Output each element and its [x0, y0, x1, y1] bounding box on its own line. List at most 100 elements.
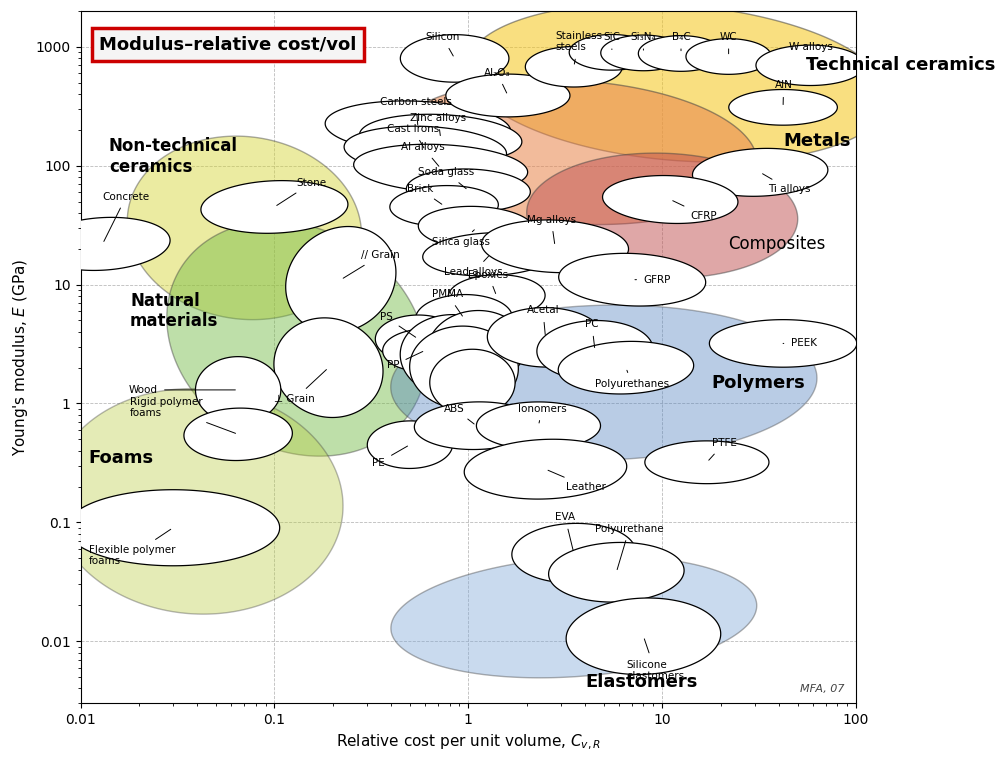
- Polygon shape: [400, 314, 509, 398]
- Text: ⊥ Grain: ⊥ Grain: [275, 369, 326, 404]
- Text: Wood: Wood: [129, 385, 235, 395]
- Text: PTFE: PTFE: [709, 438, 736, 460]
- Text: // Grain: // Grain: [343, 250, 399, 278]
- Text: Composites: Composites: [728, 235, 826, 253]
- Polygon shape: [274, 318, 383, 417]
- Polygon shape: [418, 206, 534, 250]
- Text: PP: PP: [387, 352, 423, 371]
- Text: Foams: Foams: [89, 449, 154, 467]
- Polygon shape: [286, 227, 396, 333]
- Polygon shape: [537, 320, 653, 380]
- Text: Al₂O₃: Al₂O₃: [484, 68, 510, 93]
- Polygon shape: [569, 34, 655, 70]
- Text: Ti alloys: Ti alloys: [763, 174, 810, 194]
- Text: Stainless
steels: Stainless steels: [555, 31, 603, 64]
- Text: Leather: Leather: [548, 470, 607, 491]
- Polygon shape: [512, 523, 636, 583]
- Text: Metals: Metals: [783, 133, 850, 150]
- Text: GFRP: GFRP: [635, 275, 671, 285]
- Polygon shape: [51, 388, 343, 614]
- Text: Polyurethane: Polyurethane: [595, 524, 664, 570]
- Polygon shape: [195, 356, 281, 423]
- Text: Rigid polymer
foams: Rigid polymer foams: [130, 397, 235, 433]
- Polygon shape: [428, 311, 525, 387]
- Polygon shape: [728, 89, 837, 125]
- Text: PS: PS: [380, 313, 415, 337]
- Polygon shape: [184, 408, 293, 461]
- Text: PEEK: PEEK: [783, 339, 817, 349]
- Y-axis label: Young's modulus, $E$ (GPa): Young's modulus, $E$ (GPa): [11, 259, 30, 456]
- Polygon shape: [354, 144, 527, 192]
- Polygon shape: [382, 329, 468, 372]
- Text: Si₃N₄: Si₃N₄: [631, 32, 656, 50]
- Polygon shape: [423, 233, 558, 276]
- Text: Natural
materials: Natural materials: [130, 291, 218, 330]
- Text: Concrete: Concrete: [103, 192, 150, 241]
- Polygon shape: [709, 320, 857, 367]
- Text: Soda glass: Soda glass: [417, 167, 474, 188]
- Text: W alloys: W alloys: [789, 42, 833, 63]
- Text: ABS: ABS: [444, 404, 474, 424]
- Polygon shape: [325, 101, 511, 154]
- Polygon shape: [390, 80, 757, 224]
- Polygon shape: [66, 490, 280, 566]
- Text: Ionomers: Ionomers: [518, 404, 566, 423]
- Text: Elastomers: Elastomers: [585, 674, 697, 691]
- Polygon shape: [487, 307, 604, 367]
- Polygon shape: [527, 153, 798, 278]
- Text: WC: WC: [720, 32, 737, 53]
- Polygon shape: [409, 326, 518, 409]
- Text: Modulus–relative cost/vol: Modulus–relative cost/vol: [100, 35, 356, 53]
- Text: PE: PE: [372, 446, 407, 468]
- Text: Mg alloys: Mg alloys: [527, 214, 575, 243]
- Text: EVA: EVA: [555, 512, 575, 550]
- Text: PC: PC: [585, 320, 599, 348]
- Polygon shape: [391, 556, 757, 678]
- Text: Flexible polymer
foams: Flexible polymer foams: [89, 530, 175, 566]
- Polygon shape: [35, 217, 170, 270]
- Polygon shape: [400, 34, 509, 82]
- Polygon shape: [375, 315, 461, 362]
- Polygon shape: [430, 349, 515, 416]
- Polygon shape: [686, 39, 772, 74]
- Polygon shape: [601, 35, 686, 71]
- Text: PMMA: PMMA: [432, 289, 463, 316]
- Polygon shape: [477, 402, 601, 449]
- Polygon shape: [482, 220, 629, 272]
- Polygon shape: [367, 421, 453, 468]
- Polygon shape: [359, 114, 522, 163]
- Polygon shape: [464, 439, 627, 499]
- Polygon shape: [406, 169, 530, 212]
- Polygon shape: [558, 341, 694, 394]
- Polygon shape: [645, 441, 769, 484]
- Polygon shape: [756, 45, 864, 85]
- Polygon shape: [167, 221, 427, 456]
- Polygon shape: [467, 3, 888, 162]
- Text: Lead alloys: Lead alloys: [444, 256, 503, 277]
- Text: Al alloys: Al alloys: [401, 142, 445, 166]
- Text: Zinc alloys: Zinc alloys: [410, 113, 466, 136]
- Text: MFA, 07: MFA, 07: [800, 684, 844, 694]
- Polygon shape: [414, 402, 538, 449]
- Text: Non-technical
ceramics: Non-technical ceramics: [109, 137, 237, 175]
- Text: Polyurethanes: Polyurethanes: [595, 370, 669, 389]
- Polygon shape: [201, 181, 348, 233]
- Text: Epoxies: Epoxies: [469, 269, 508, 294]
- Polygon shape: [390, 305, 817, 460]
- Text: Silica glass: Silica glass: [432, 230, 490, 247]
- Polygon shape: [525, 47, 623, 87]
- Polygon shape: [603, 175, 738, 224]
- Polygon shape: [446, 74, 570, 117]
- Polygon shape: [558, 253, 705, 306]
- Text: CFRP: CFRP: [673, 201, 717, 221]
- X-axis label: Relative cost per unit volume, $C_{v,R}$: Relative cost per unit volume, $C_{v,R}$: [336, 732, 601, 752]
- Text: Brick: Brick: [406, 184, 442, 204]
- Polygon shape: [566, 598, 720, 674]
- Text: AIN: AIN: [775, 80, 793, 105]
- Polygon shape: [548, 542, 684, 602]
- Polygon shape: [344, 126, 506, 174]
- Text: Silicon: Silicon: [426, 32, 460, 56]
- Polygon shape: [449, 275, 545, 317]
- Text: Stone: Stone: [277, 178, 327, 205]
- Polygon shape: [639, 36, 723, 71]
